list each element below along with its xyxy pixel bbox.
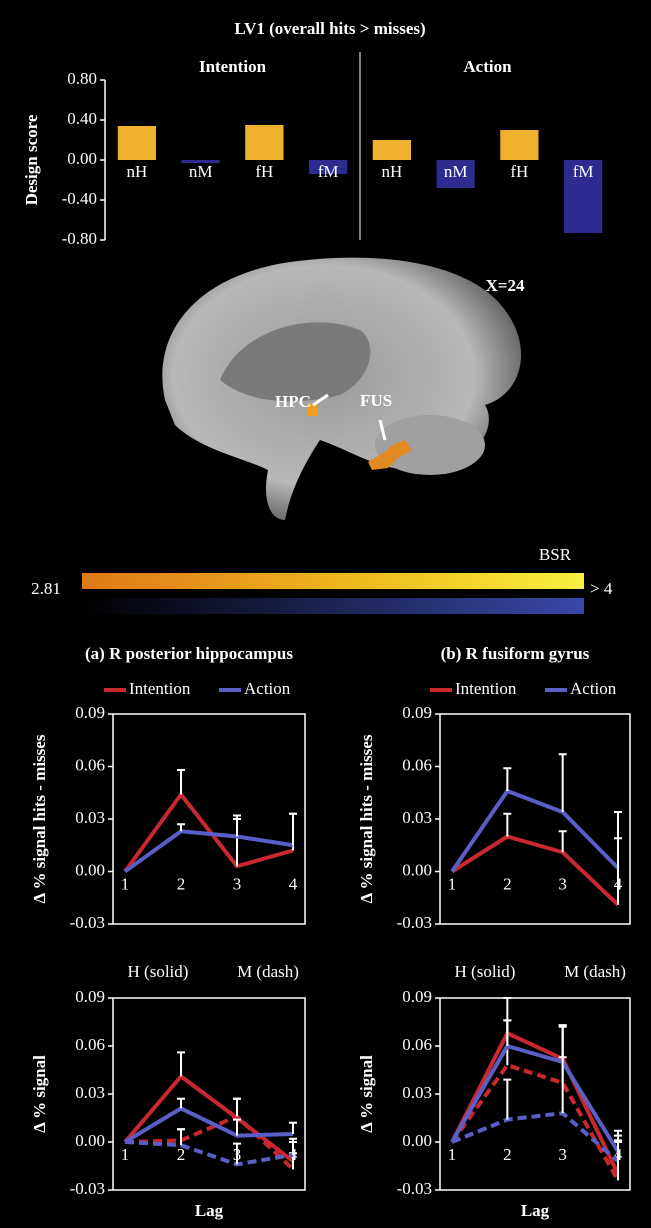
y-tick-label: 0.09 (75, 703, 105, 722)
y-tick-label: 0.80 (67, 69, 97, 88)
x-tick-label: 4 (289, 874, 298, 893)
bar (500, 130, 538, 160)
y-tick-label: -0.80 (62, 229, 97, 248)
y-tick-label: 0.06 (402, 1035, 432, 1054)
x-tick-label: fH (255, 162, 273, 181)
x-tick-label: nH (126, 162, 147, 181)
colorbar-max: > 4 (590, 579, 613, 598)
figure: X=24 HPC FUS BSR 2.81 > 4 LV1 (overall h… (0, 0, 651, 1228)
y-tick-label: 0.00 (402, 1131, 432, 1150)
colorbar-positive (82, 573, 584, 589)
x-tick-label: 2 (503, 874, 512, 893)
annotation: M (dash) (237, 962, 299, 981)
y-tick-label: 0.06 (402, 755, 432, 774)
x-tick-label: 2 (177, 874, 186, 893)
x-tick-label: 1 (448, 874, 457, 893)
bar (245, 125, 283, 160)
legend-label: Intention (129, 679, 191, 698)
region-label: FUS (360, 391, 392, 410)
x-tick-label: 3 (558, 1145, 567, 1164)
y-tick-label: -0.03 (70, 1179, 105, 1198)
y-axis-label: Δ % signal (357, 1055, 376, 1133)
annotation: H (solid) (455, 962, 516, 981)
x-axis-label: Lag (521, 1201, 550, 1220)
region-label: HPC (275, 392, 311, 411)
y-axis-label: Δ % signal (30, 1055, 49, 1133)
y-tick-label: 0.03 (402, 1083, 432, 1102)
colorbar-negative (82, 598, 584, 614)
x-tick-label: nM (444, 162, 468, 181)
y-tick-label: 0.03 (75, 808, 105, 827)
colorbar-min: 2.81 (31, 579, 61, 598)
colorbar-title: BSR (539, 545, 572, 564)
y-tick-label: 0.40 (67, 109, 97, 128)
y-tick-label: -0.40 (62, 189, 97, 208)
y-axis-label: Δ % signal hits - misses (30, 734, 49, 903)
y-tick-label: 0.00 (402, 860, 432, 879)
group-label: Action (463, 57, 512, 76)
chart-title: (a) R posterior hippocampus (85, 644, 293, 663)
y-tick-label: 0.09 (402, 703, 432, 722)
annotation: M (dash) (564, 962, 626, 981)
y-tick-label: 0.00 (75, 1131, 105, 1150)
x-tick-label: 1 (448, 1145, 457, 1164)
group-label: Intention (199, 57, 267, 76)
y-tick-label: 0.06 (75, 1035, 105, 1054)
legend-label: Action (570, 679, 617, 698)
y-tick-label: 0.00 (75, 860, 105, 879)
x-tick-label: fM (318, 162, 339, 181)
y-axis-label: Δ % signal hits - misses (357, 734, 376, 903)
y-tick-label: 0.03 (402, 808, 432, 827)
x-tick-label: nH (381, 162, 402, 181)
legend-label: Intention (455, 679, 517, 698)
slice-label: X=24 (486, 276, 525, 295)
x-tick-label: 2 (503, 1145, 512, 1164)
y-tick-label: 0.03 (75, 1083, 105, 1102)
y-axis-label: Design score (22, 114, 41, 205)
x-tick-label: 1 (121, 1145, 130, 1164)
y-tick-label: -0.03 (397, 913, 432, 932)
y-tick-label: -0.03 (70, 913, 105, 932)
legend-label: Action (244, 679, 291, 698)
y-tick-label: 0.09 (75, 987, 105, 1006)
annotation: H (solid) (128, 962, 189, 981)
x-tick-label: 1 (121, 874, 130, 893)
x-tick-label: 3 (233, 874, 242, 893)
y-tick-label: 0.09 (402, 987, 432, 1006)
x-tick-label: fH (510, 162, 528, 181)
x-tick-label: 3 (558, 874, 567, 893)
x-axis-label: Lag (195, 1201, 224, 1220)
bar (118, 126, 156, 160)
y-tick-label: 0.06 (75, 755, 105, 774)
bar (373, 140, 411, 160)
x-tick-label: fM (573, 162, 594, 181)
chart-title: LV1 (overall hits > misses) (234, 19, 425, 38)
x-tick-label: nM (189, 162, 213, 181)
y-tick-label: 0.00 (67, 149, 97, 168)
chart-title: (b) R fusiform gyrus (441, 644, 590, 663)
y-tick-label: -0.03 (397, 1179, 432, 1198)
